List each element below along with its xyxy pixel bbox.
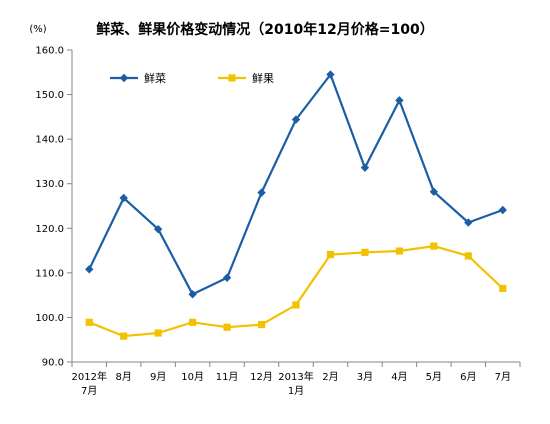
x-tick-label: 1月 — [288, 385, 304, 397]
y-tick-label: 160.0 — [35, 46, 64, 57]
legend-marker — [119, 73, 129, 83]
data-point — [257, 188, 266, 197]
data-point — [257, 320, 266, 329]
x-tick-label: 12月 — [250, 371, 273, 383]
data-point — [222, 273, 232, 282]
data-point — [361, 248, 369, 256]
data-point — [499, 284, 507, 293]
y-tick-label: 90.0 — [42, 358, 64, 369]
x-tick-label: 6月 — [460, 371, 476, 383]
series-group — [85, 70, 507, 340]
x-tick-label: 4月 — [391, 371, 407, 383]
data-point — [464, 218, 473, 227]
data-point — [360, 163, 370, 172]
data-point — [498, 205, 507, 215]
chart-title: 鲜菜、鲜果价格变动情况（2010年12月价格=100） — [96, 21, 433, 38]
data-point — [189, 318, 197, 326]
y-tick-label: 100.0 — [35, 313, 64, 324]
x-tick-label: 8月 — [116, 371, 132, 383]
x-tick-label: 7月 — [495, 371, 511, 383]
series-line-1 — [88, 73, 504, 296]
legend-label: 鲜果 — [252, 71, 274, 85]
x-tick-label: 3月 — [357, 371, 373, 383]
legend-label: 鲜菜 — [144, 71, 166, 85]
data-point — [223, 323, 231, 331]
legend: 鲜菜 鲜果 — [110, 71, 274, 85]
data-point — [119, 193, 128, 203]
data-point — [395, 96, 404, 105]
data-point — [154, 329, 162, 337]
x-tick-label: 11月 — [216, 371, 239, 383]
y-tick-label: 140.0 — [35, 135, 64, 146]
x-tick-label: 10月 — [181, 371, 204, 383]
y-tick-label: 130.0 — [35, 179, 64, 190]
y-tick-label: 110.0 — [35, 268, 64, 279]
series-line-2 — [88, 245, 504, 338]
legend-marker — [228, 74, 236, 82]
data-point — [291, 115, 301, 124]
data-point — [430, 242, 438, 250]
data-point — [326, 250, 335, 259]
data-point — [395, 247, 403, 255]
data-point — [292, 301, 300, 309]
data-point — [85, 318, 93, 326]
y-tick-label: 120.0 — [35, 224, 64, 235]
data-point — [85, 265, 94, 274]
x-tick-label: 2012年 — [72, 370, 107, 383]
data-point — [153, 224, 163, 234]
x-tick-label: 7月 — [81, 385, 97, 397]
y-axis-unit: (%) — [29, 24, 46, 35]
data-point — [464, 252, 472, 260]
x-tick-label: 2013年 — [278, 370, 313, 383]
data-point — [188, 290, 197, 299]
x-tick-label: 5月 — [426, 371, 442, 383]
x-tick-label: 2月 — [322, 371, 338, 383]
data-point — [429, 187, 439, 196]
data-point — [120, 332, 128, 340]
x-tick-label: 9月 — [150, 371, 166, 383]
y-tick-label: 150.0 — [35, 90, 64, 101]
axes: 90.0 100.0 110.0 120.0 130.0 140.0 150.0 160.0 2… — [35, 46, 521, 397]
data-point — [326, 70, 335, 79]
